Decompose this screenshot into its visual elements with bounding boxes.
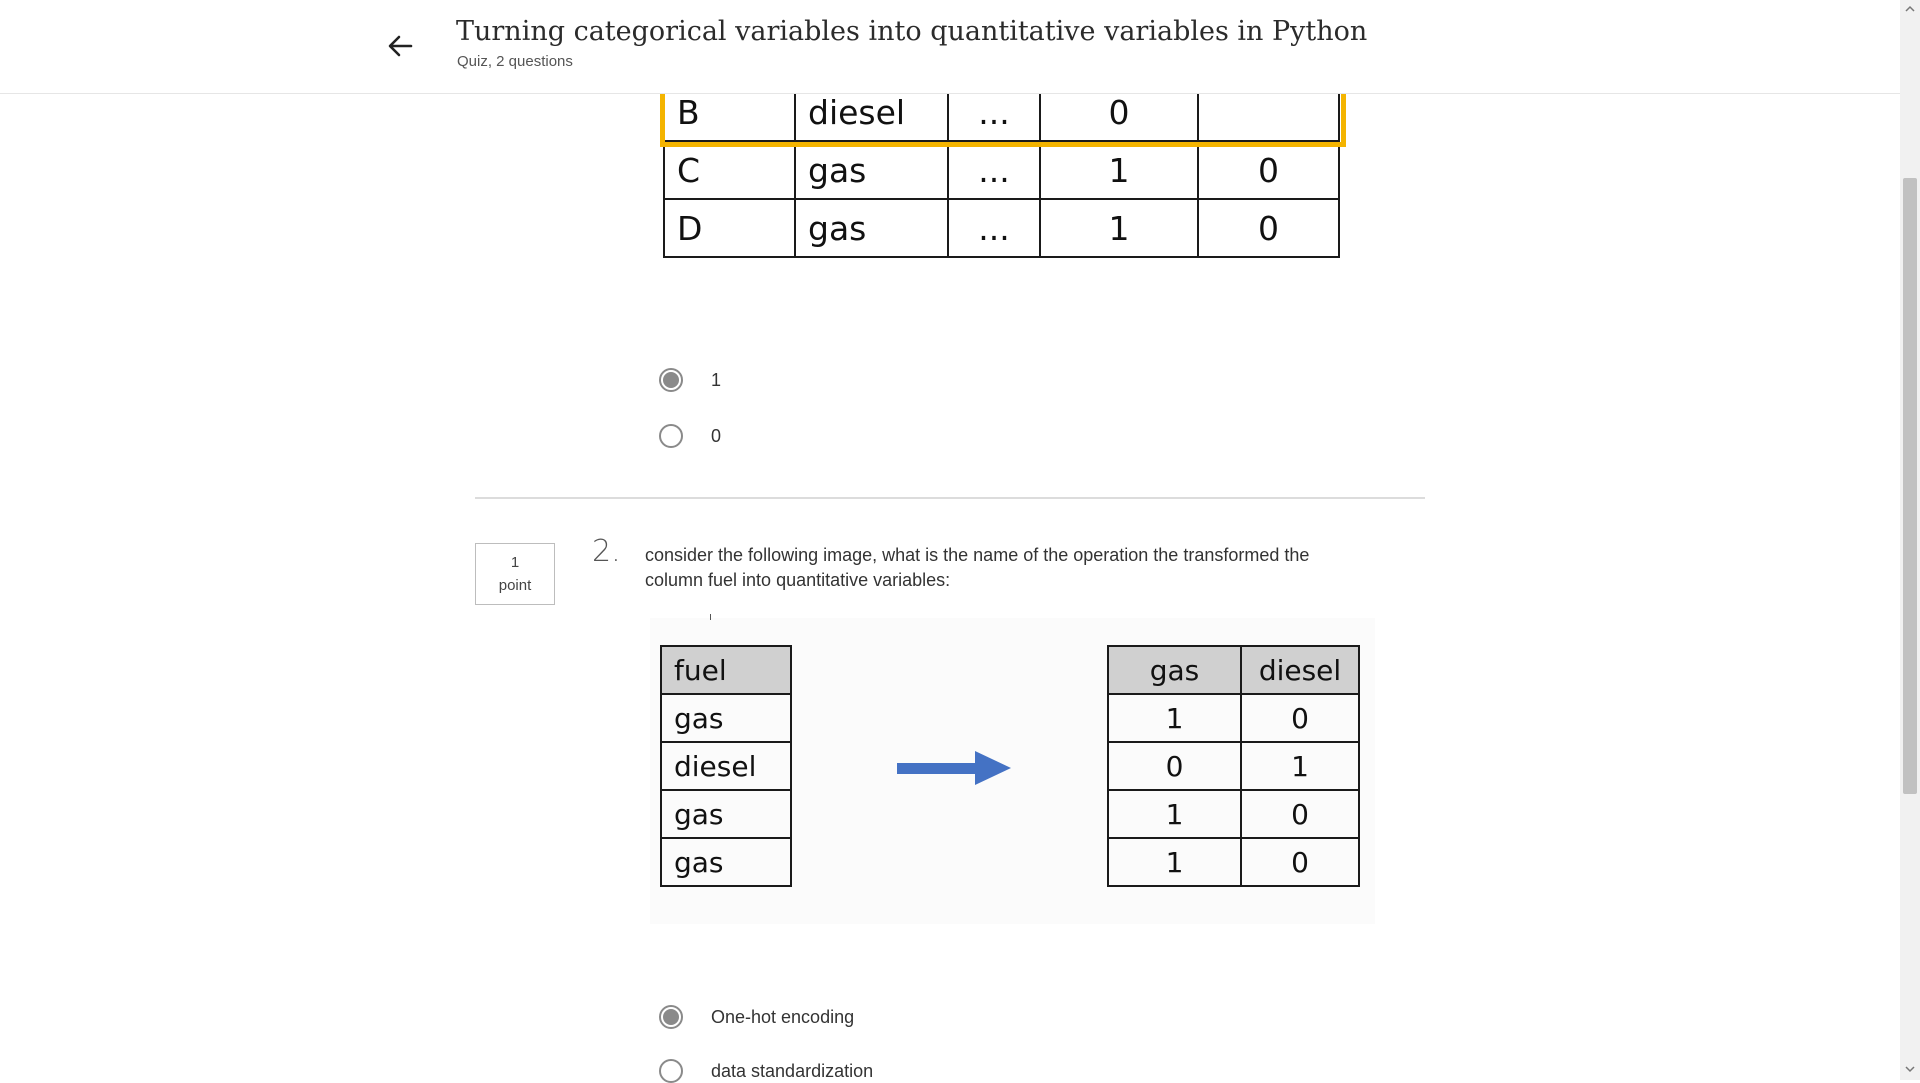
question-number: 2. (592, 534, 621, 569)
option-label: data standardization (711, 1060, 874, 1081)
table-row: C gas ... 1 0 (663, 140, 1340, 200)
chevron-up-icon[interactable] (1903, 2, 1917, 16)
page-title: Turning categorical variables into quant… (456, 16, 1368, 47)
radio-button[interactable] (659, 424, 683, 448)
table-cell: gas (660, 693, 792, 743)
table-cell: 0 (1197, 198, 1340, 258)
fuel-table: fuel gas diesel gas gas (660, 645, 792, 887)
q1-option-1[interactable]: 1 (659, 368, 721, 392)
table-cell: gas (794, 198, 949, 258)
radio-button-selected[interactable] (659, 1005, 683, 1029)
q2-option-standardization[interactable]: data standardization (659, 1059, 873, 1083)
table-cell: 1 (1039, 140, 1199, 200)
table-cell: 1 (1240, 741, 1360, 791)
q2-option-one-hot[interactable]: One-hot encoding (659, 1005, 854, 1029)
table-cell: ... (947, 140, 1041, 200)
figure-mark (710, 614, 711, 620)
points-badge: 1 point (475, 543, 555, 605)
table-cell: 0 (1107, 741, 1242, 791)
table-cell: 0 (1197, 140, 1340, 200)
question-text: consider the following image, what is th… (645, 545, 1310, 590)
table-cell: gas (660, 789, 792, 839)
table-cell: gas (660, 837, 792, 887)
table-cell: 0 (1240, 693, 1360, 743)
quiz-subtitle: Quiz, 2 questions (457, 53, 573, 70)
dummy-variable-table: gas diesel 1 0 0 1 1 0 1 0 (1107, 645, 1360, 887)
table-cell: 0 (1240, 837, 1360, 887)
q1-option-0[interactable]: 0 (659, 424, 721, 448)
points-unit: point (498, 577, 532, 594)
arrow-right-icon (897, 751, 1011, 785)
arrow-left-icon (388, 35, 413, 57)
option-label: 1 (711, 369, 722, 390)
radio-button[interactable] (659, 1059, 683, 1083)
table-cell: 1 (1107, 837, 1242, 887)
table-cell: gas (794, 140, 949, 200)
table-cell: 1 (1107, 789, 1242, 839)
points-value: 1 (510, 554, 520, 571)
table-cell: ... (947, 198, 1041, 258)
q1-figure-table: B diesel ... 0 C gas ... 1 0 D gas ... 1… (663, 82, 1340, 258)
quiz-header: Turning categorical variables into quant… (0, 0, 1900, 94)
scrollbar-thumb[interactable] (1903, 178, 1917, 794)
table-cell: C (663, 140, 796, 200)
table-header: gas (1107, 645, 1242, 695)
question-divider (475, 497, 1425, 499)
option-label: One-hot encoding (711, 1006, 855, 1027)
row-highlight (660, 80, 1346, 147)
table-cell: 1 (1039, 198, 1199, 258)
table-cell: 1 (1107, 693, 1242, 743)
chevron-down-icon[interactable] (1903, 1062, 1917, 1076)
table-cell: 0 (1240, 789, 1360, 839)
option-label: 0 (711, 425, 722, 446)
back-button[interactable] (380, 26, 420, 66)
table-cell: D (663, 198, 796, 258)
table-row: D gas ... 1 0 (663, 198, 1340, 258)
radio-button-selected[interactable] (659, 368, 683, 392)
table-header: fuel (660, 645, 792, 695)
table-header: diesel (1240, 645, 1360, 695)
table-cell: diesel (660, 741, 792, 791)
